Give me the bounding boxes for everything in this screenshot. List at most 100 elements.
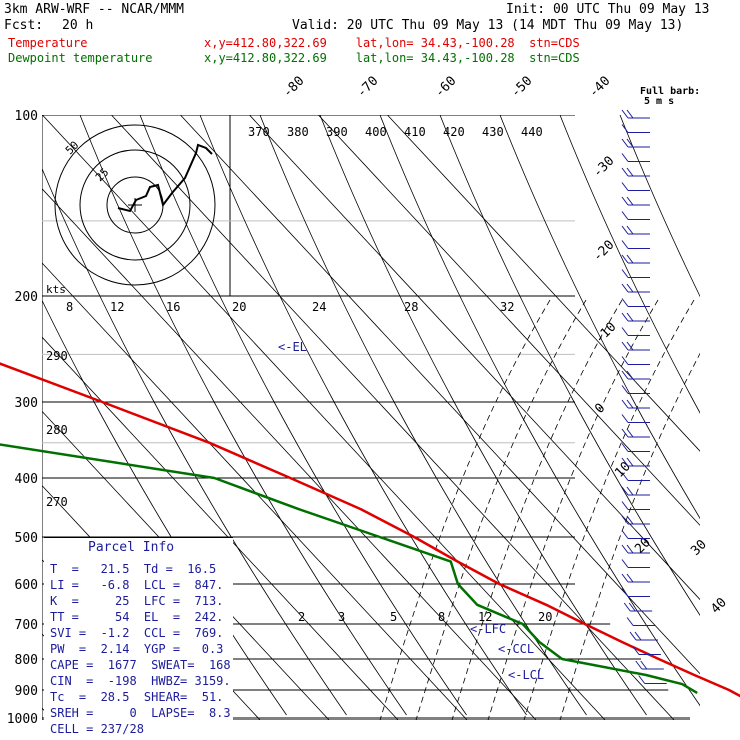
isotherm-label: 0 [592,401,608,417]
wind-barb [623,602,631,612]
theta-label: 430 [482,125,504,139]
wind-barb [626,254,634,264]
isotherm-label: -80 [280,74,307,101]
isotherm-label: -40 [586,74,613,101]
parcel-row-svi: SVI = -1.2 CCL = 769. [50,626,224,640]
mixing-ratio-label: 8 [438,610,445,624]
isotherm-label: -60 [432,74,459,101]
hodograph-speed-tick: 32 [500,300,514,314]
wind-barb [621,414,629,423]
wind-barb [621,211,629,220]
isotherm-line [249,115,700,601]
wind-barb [621,530,629,539]
wind-barb [634,631,642,641]
pressure-tick-900: 900 [15,684,38,699]
wind-barb [626,225,634,235]
isotherm-label: -10 [592,320,619,347]
wind-barb [621,109,629,119]
pressure-tick-1000: 1000 [7,712,38,727]
moist-adiabat [523,299,695,720]
wind-barb [626,370,634,380]
wind-barb [626,544,634,554]
forecast-label: Fcst: [4,18,44,33]
dewpoint-location: x,y=412.80,322.69 lat,lon= 34.43,-100.28… [204,51,580,65]
mixing-ratio-label: 20 [538,610,552,624]
isotherm-label: 30 [688,537,710,559]
wind-barb [621,254,629,264]
hodograph-trace [117,143,213,213]
parcel-info-title: Parcel Info [88,540,175,555]
wind-barb [626,428,634,438]
wind-barb [626,515,634,525]
valid-time: Valid: 20 UTC Thu 09 May 13 (14 MDT Thu … [292,18,684,33]
wind-barb [621,240,629,249]
moist-adiabat [487,299,659,720]
wind-barb [626,486,634,496]
wind-barb [626,573,634,583]
isotherm-label: 40 [708,595,730,617]
dewpoint-legend: Dewpoint temperature [8,51,153,65]
theta-label: 440 [521,125,543,139]
wind-barb [621,443,629,452]
wind-barb [621,153,629,162]
parcel-marker: <-CCL [498,642,534,656]
dry-adiabat [199,115,527,716]
temperature-location: x,y=412.80,322.69 lat,lon= 34.43,-100.28… [204,36,580,50]
hodograph-speed-tick: 20 [232,300,246,314]
parcel-marker: <-LCL [508,668,544,682]
wind-barb [626,399,634,409]
parcel-row-li: LI = -6.8 LCL = 847. [50,578,224,592]
wind-barb [621,269,629,278]
dry-adiabat-label: 280 [46,423,68,437]
wind-barb [621,457,629,467]
dry-adiabat [499,115,700,520]
wind-barb [621,588,629,597]
wind-barb [621,225,629,235]
parcel-row-pw: PW = 2.14 YGP = 0.3 [50,642,224,656]
moist-adiabat [415,299,587,720]
isotherm-label: -30 [590,154,617,181]
theta-label: 420 [443,125,465,139]
wind-barb [635,660,643,670]
isotherm-line [180,115,700,675]
wind-barb [621,312,629,322]
barb-legend-line1: Full barb: [640,86,700,97]
wind-barb [621,167,629,177]
pressure-tick-700: 700 [15,618,38,633]
parcel-row-cin: CIN = -198 HWBZ= 3159. [50,674,231,688]
parcel-marker: <-EL [278,340,307,354]
wind-barb [621,399,629,409]
pressure-tick-100: 100 [15,109,38,124]
wind-barb [621,472,629,481]
parcel-row-tc: Tc = 28.5 SHEAR= 51. [50,690,224,704]
barb-legend-line2: 5 m s [644,96,674,107]
isotherm-label: -70 [354,74,381,101]
wind-barb [626,138,634,148]
hodograph-speed-tick: 12 [110,300,124,314]
dry-adiabat [79,115,407,716]
wind-barb [628,602,636,612]
dry-adiabat-label: 270 [46,495,68,509]
dry-adiabat [559,115,700,414]
isotherm-line [42,262,468,720]
wind-barb [626,167,634,177]
wind-barb [621,356,629,365]
pressure-tick-600: 600 [15,578,38,593]
moist-adiabat [379,299,551,720]
dry-adiabat [379,115,700,707]
wind-barb [626,283,634,293]
model-title: 3km ARW-WRF -- NCAR/MMM [4,2,185,17]
parcel-marker: <-LFC [470,622,506,636]
parcel-row-tt: TT = 54 EL = 242. [50,610,224,624]
pressure-tick-300: 300 [15,396,38,411]
parcel-row-cape: CAPE = 1677 SWEAT= 168 [50,658,231,672]
isotherm-line [111,115,675,720]
wind-barb [626,617,634,626]
wind-barb [626,341,634,351]
mixing-ratio-label: 2 [298,610,305,624]
isotherm-line [42,336,399,720]
parcel-info-panel: Parcel Info T = 21.5 Td = 16.5 LI = -6.8… [44,537,233,738]
wind-barb [621,370,629,380]
dry-adiabat-label: 290 [46,349,68,363]
